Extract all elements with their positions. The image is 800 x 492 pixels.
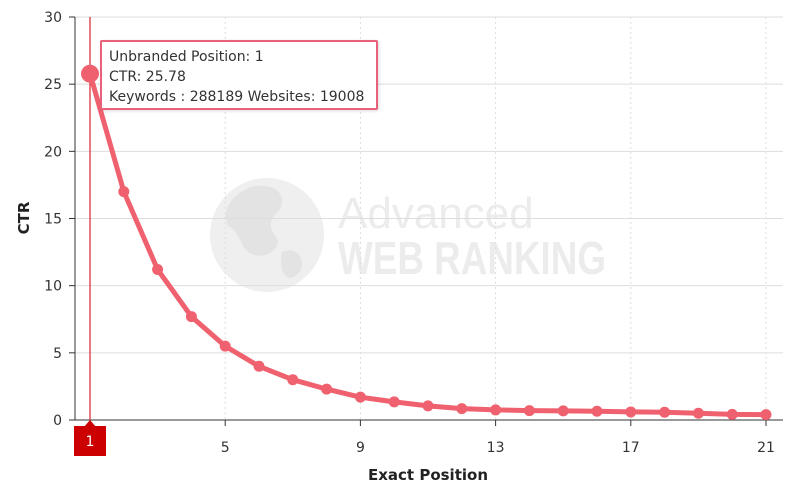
- data-point: [557, 405, 569, 417]
- y-axis-title: CTR: [15, 201, 33, 234]
- x-position-marker: 1: [74, 420, 106, 456]
- data-point: [692, 407, 704, 419]
- data-point: [354, 391, 366, 403]
- globe-icon: [210, 178, 324, 292]
- tooltip-ctr: CTR: 25.78: [109, 69, 186, 85]
- data-point: [321, 383, 333, 395]
- tooltip-position: Unbranded Position: 1: [109, 49, 264, 65]
- y-tick-label: 0: [53, 413, 62, 429]
- data-point: [287, 374, 299, 386]
- data-point: [726, 408, 738, 420]
- watermark-line1: Advanced: [338, 189, 534, 238]
- data-point: [659, 406, 671, 418]
- data-point: [523, 405, 535, 417]
- data-point: [152, 264, 164, 276]
- x-marker-label: 1: [86, 434, 95, 450]
- grid: [75, 16, 783, 420]
- x-marker-box: [74, 426, 106, 456]
- y-tick-label: 10: [44, 279, 62, 295]
- data-point: [185, 311, 197, 323]
- y-tick-labels: 0 5 10 15 20 25 30: [44, 10, 75, 429]
- data-point: [490, 404, 502, 416]
- tooltip-keywords-websites: Keywords : 288189 Websites: 19008: [109, 89, 365, 105]
- x-tick-label: 9: [356, 440, 365, 456]
- x-tick-label: 17: [622, 440, 640, 456]
- watermark: Advanced WEB RANKING: [210, 178, 606, 292]
- y-tick-label: 25: [44, 77, 62, 93]
- data-point: [253, 360, 265, 372]
- data-point: [388, 396, 400, 408]
- highlighted-point: [81, 64, 99, 83]
- x-marker-arrow: [84, 420, 96, 427]
- data-point: [760, 409, 772, 421]
- data-point-tooltip: Unbranded Position: 1 CTR: 25.78 Keyword…: [100, 40, 378, 110]
- x-tick-label: 21: [757, 440, 775, 456]
- data-point: [219, 340, 231, 352]
- watermark-line2: WEB RANKING: [338, 232, 606, 284]
- series-points: [81, 64, 772, 421]
- data-point: [591, 405, 603, 417]
- data-point: [422, 400, 434, 412]
- data-point: [118, 186, 130, 198]
- x-tick-labels: 5 9 13 17 21: [221, 420, 775, 456]
- y-tick-label: 20: [44, 144, 62, 160]
- data-point: [625, 406, 637, 418]
- data-point: [456, 403, 468, 415]
- y-tick-label: 15: [44, 212, 62, 228]
- x-tick-label: 5: [221, 440, 230, 456]
- x-axis-title: Exact Position: [368, 466, 488, 484]
- y-tick-label: 30: [44, 10, 62, 26]
- y-tick-label: 5: [53, 346, 62, 362]
- x-tick-label: 13: [487, 440, 505, 456]
